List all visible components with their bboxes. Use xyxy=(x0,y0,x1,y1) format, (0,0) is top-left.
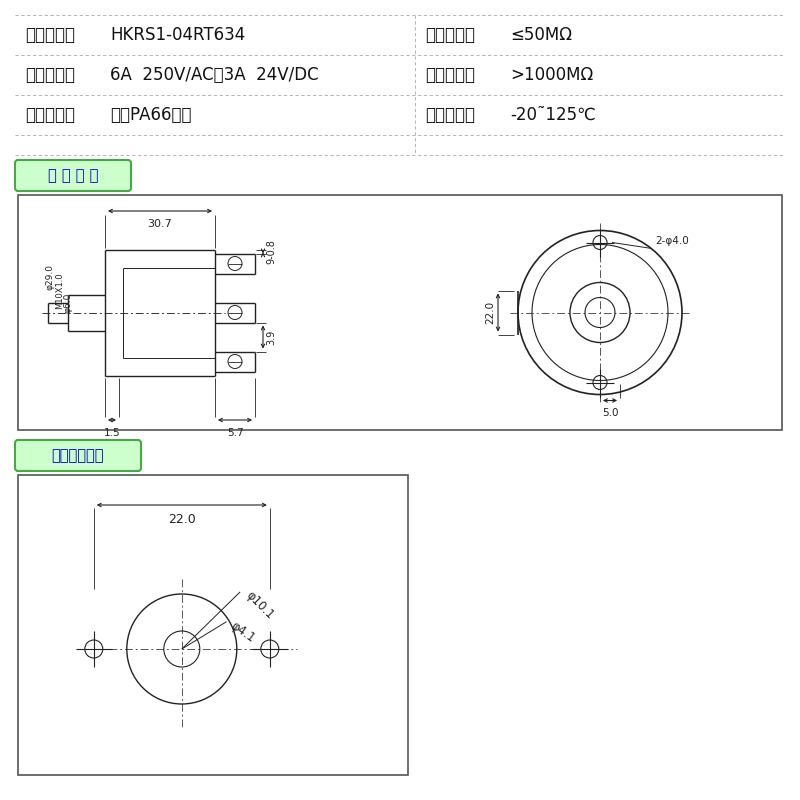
Bar xyxy=(18,195,782,430)
Text: 接触电阻：: 接触电阻： xyxy=(425,26,475,44)
Text: ≤50MΩ: ≤50MΩ xyxy=(510,26,572,44)
Text: HKRS1-04RT634: HKRS1-04RT634 xyxy=(110,26,246,44)
Text: M10X1.0: M10X1.0 xyxy=(55,272,65,309)
Text: 绝缘电阻：: 绝缘电阻： xyxy=(425,66,475,84)
Text: φ4.1: φ4.1 xyxy=(229,620,258,646)
FancyBboxPatch shape xyxy=(15,160,131,191)
Text: 6A  250V/AC；3A  24V/DC: 6A 250V/AC；3A 24V/DC xyxy=(110,66,318,84)
FancyBboxPatch shape xyxy=(15,440,141,471)
Text: φ10.1: φ10.1 xyxy=(243,589,276,622)
Text: >1000MΩ: >1000MΩ xyxy=(510,66,594,84)
Text: 玲珑PA66阻燃: 玲珑PA66阻燃 xyxy=(110,106,191,124)
Text: 5.0: 5.0 xyxy=(602,409,618,418)
Text: 30.7: 30.7 xyxy=(148,219,172,229)
Text: 外壳材质：: 外壳材质： xyxy=(25,106,75,124)
Text: 安装开孔尺寸: 安装开孔尺寸 xyxy=(52,448,104,463)
Text: 3.9: 3.9 xyxy=(266,330,276,345)
Text: φ29.0: φ29.0 xyxy=(46,265,54,290)
Text: 5.7: 5.7 xyxy=(226,428,243,438)
Text: 22.0: 22.0 xyxy=(168,513,196,526)
Text: 外 形 尺 寸: 外 形 尺 寸 xyxy=(48,168,98,183)
Text: 9-0.8: 9-0.8 xyxy=(266,239,276,264)
Text: 环境温度：: 环境温度： xyxy=(425,106,475,124)
Text: 2-φ4.0: 2-φ4.0 xyxy=(655,235,689,246)
Text: 额定容量：: 额定容量： xyxy=(25,66,75,84)
Text: 产品型号：: 产品型号： xyxy=(25,26,75,44)
Text: 22.0: 22.0 xyxy=(485,301,495,324)
Text: -20˜125℃: -20˜125℃ xyxy=(510,106,596,124)
Text: φ6.0: φ6.0 xyxy=(63,292,73,313)
Bar xyxy=(18,475,408,775)
Text: 1.5: 1.5 xyxy=(104,428,120,438)
